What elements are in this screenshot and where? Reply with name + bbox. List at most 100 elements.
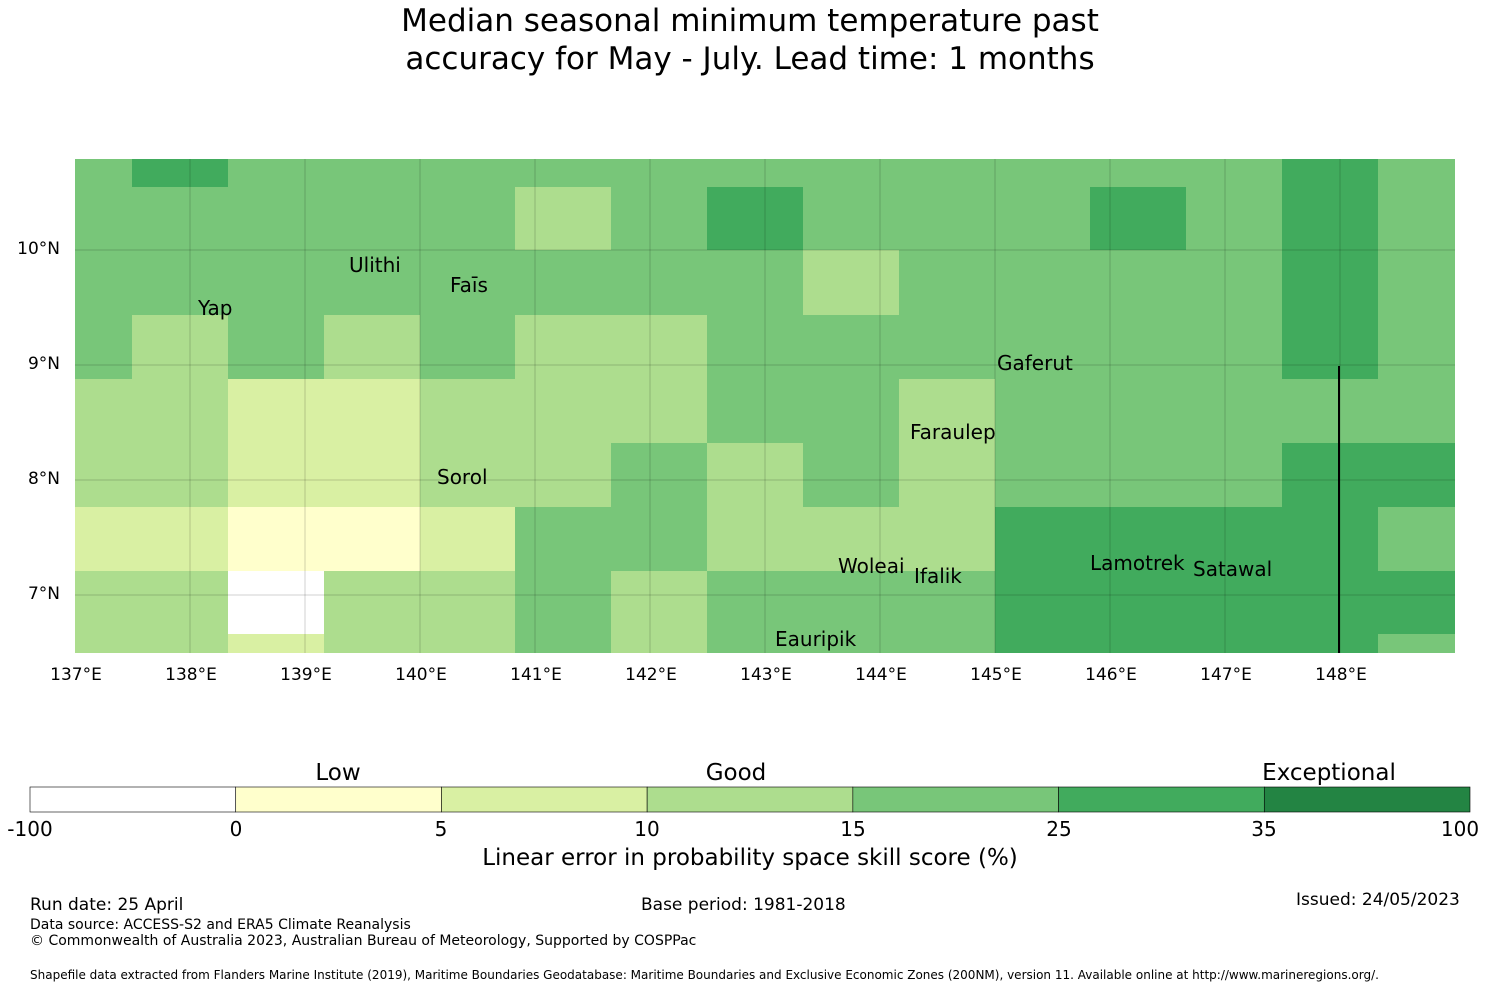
grid-cell — [515, 443, 611, 507]
grid-cell — [1282, 507, 1378, 571]
place-label-lamotrek: Lamotrek — [1090, 551, 1185, 575]
legend-tick: -100 — [7, 817, 53, 841]
grid-cell — [995, 315, 1090, 379]
grid-cell — [707, 379, 803, 443]
grid-cell — [1378, 507, 1455, 571]
grid-cell — [1282, 315, 1378, 379]
grid-cell — [75, 187, 132, 250]
grid-cell — [515, 187, 611, 250]
grid-cell — [1090, 443, 1186, 507]
lat-label-10n: 10°N — [17, 239, 60, 259]
legend-tick: 35 — [1251, 817, 1277, 841]
grid-cell — [1090, 571, 1186, 634]
run-date: Run date: 25 April — [30, 895, 184, 915]
lon-label-140e: 140°E — [395, 665, 447, 685]
grid-cell — [803, 379, 899, 443]
grid-cell — [515, 507, 611, 571]
grid-cell — [515, 159, 611, 187]
grid-cell — [324, 379, 420, 443]
grid-cell — [324, 634, 420, 653]
grid-cell — [1186, 507, 1282, 571]
grid-cell — [1378, 571, 1455, 634]
grid-cell — [1186, 159, 1282, 187]
grid-cell — [1282, 250, 1378, 315]
colorbar-segment — [1058, 786, 1265, 813]
grid-cell — [899, 159, 995, 187]
grid-cell — [803, 159, 899, 187]
grid-cell — [132, 379, 228, 443]
legend-category-exceptional: Exceptional — [1262, 760, 1396, 786]
page-title: Median seasonal minimum temperature past… — [401, 3, 1099, 77]
grid-cell — [1378, 159, 1455, 187]
grid-cell — [1090, 315, 1186, 379]
legend-tick: 5 — [434, 817, 448, 841]
grid-cell — [707, 571, 803, 634]
grid-cell — [899, 379, 995, 443]
grid-cell — [515, 379, 611, 443]
grid-cell — [75, 571, 132, 634]
legend-tick: 0 — [229, 817, 243, 841]
grid-cell — [611, 250, 707, 315]
shapefile-credit: Shapefile data extracted from Flanders M… — [30, 968, 1379, 982]
grid-cell — [1282, 443, 1378, 507]
grid-cell — [420, 507, 515, 571]
legend-tick: 25 — [1046, 817, 1072, 841]
issued-date: Issued: 24/05/2023 — [1296, 890, 1460, 910]
lat-label-8n: 8°N — [27, 469, 60, 489]
grid-cell — [1186, 634, 1282, 653]
grid-cell — [1186, 443, 1282, 507]
grid-cell — [611, 443, 707, 507]
legend-tick: 15 — [840, 817, 866, 841]
grid-cell — [228, 571, 324, 634]
grid-cell — [707, 159, 803, 187]
grid-cell — [420, 315, 515, 379]
grid-cell — [1186, 250, 1282, 315]
grid-cell — [420, 187, 515, 250]
grid-cell — [1090, 187, 1186, 250]
grid-cell — [515, 634, 611, 653]
place-label-faraulep: Faraulep — [910, 420, 996, 444]
grid-cell — [995, 250, 1090, 315]
grid-cell — [1186, 571, 1282, 634]
grid-cell — [899, 443, 995, 507]
colorbar-segment — [441, 786, 648, 813]
grid-cell — [75, 507, 132, 571]
grid-cell — [228, 250, 324, 315]
place-label-gaferut: Gaferut — [997, 351, 1073, 375]
grid-cell — [1186, 315, 1282, 379]
grid-cell — [1090, 159, 1186, 187]
grid-cell — [132, 250, 228, 315]
grid-cell — [515, 571, 611, 634]
colorbar-segment — [852, 786, 1059, 813]
grid-cell — [420, 443, 515, 507]
grid-cell — [324, 187, 420, 250]
grid-cell — [75, 634, 132, 653]
lat-label-7n: 7°N — [27, 584, 60, 604]
grid-cell — [995, 379, 1090, 443]
grid-cell — [1090, 507, 1186, 571]
colorbar-segment — [29, 786, 237, 813]
grid-cell — [324, 250, 420, 315]
grid-cell — [803, 634, 899, 653]
legend-tick: 100 — [1440, 817, 1480, 841]
grid-cell — [995, 571, 1090, 634]
grid-cell — [228, 507, 324, 571]
place-label-woleai: Woleai — [838, 554, 905, 578]
grid-cell — [132, 187, 228, 250]
lon-label-148e: 148°E — [1315, 665, 1367, 685]
grid-cell — [611, 634, 707, 653]
skill-grid — [75, 159, 1455, 653]
grid-cell — [324, 443, 420, 507]
grid-cell — [611, 315, 707, 379]
lon-label-143e: 143°E — [740, 665, 792, 685]
lon-label-139e: 139°E — [280, 665, 332, 685]
place-label-sorol: Sorol — [437, 465, 488, 489]
grid-cell — [611, 379, 707, 443]
grid-cell — [1282, 571, 1378, 634]
grid-cell — [515, 315, 611, 379]
grid-cell — [707, 315, 803, 379]
grid-cell — [1282, 187, 1378, 250]
lon-label-142e: 142°E — [625, 665, 677, 685]
grid-cell — [707, 187, 803, 250]
grid-cell — [899, 507, 995, 571]
